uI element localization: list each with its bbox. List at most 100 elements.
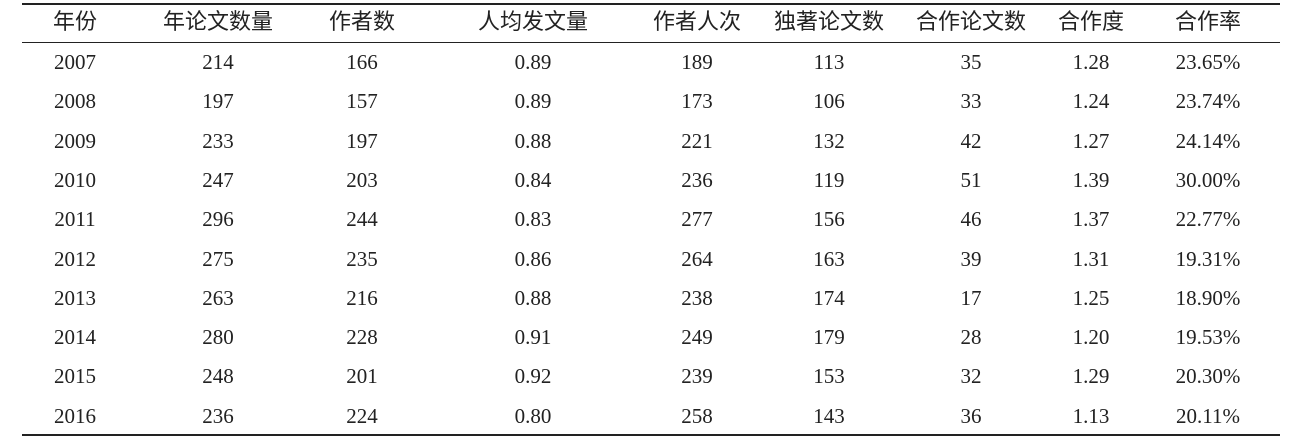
column-header: 合作度 bbox=[1057, 9, 1124, 34]
table-cell: 189 bbox=[681, 50, 713, 74]
table-cell: 24.14% bbox=[1175, 128, 1241, 153]
table-cell: 0.86 bbox=[514, 246, 552, 271]
table-cell: 239 bbox=[681, 364, 713, 389]
table-cell: 42 bbox=[960, 128, 982, 153]
table-cell: 296 bbox=[202, 207, 234, 232]
table-cell: 216 bbox=[346, 285, 378, 310]
table-cell: 2014 bbox=[54, 325, 96, 350]
table-cell: 258 bbox=[681, 403, 713, 428]
table-cell: 0.89 bbox=[514, 89, 552, 114]
table-cell: 0.89 bbox=[514, 50, 552, 74]
table-cell: 277 bbox=[681, 207, 713, 232]
table-cell: 173 bbox=[681, 89, 713, 114]
table-cell: 2012 bbox=[54, 246, 96, 271]
table-cell: 19.31% bbox=[1175, 246, 1241, 271]
table-cell: 46 bbox=[960, 207, 982, 232]
table-cell: 113 bbox=[813, 50, 845, 74]
table-cell: 248 bbox=[202, 364, 234, 389]
table-cell: 39 bbox=[960, 246, 982, 271]
table-cell: 2013 bbox=[54, 285, 96, 310]
table-cell: 17 bbox=[960, 285, 982, 310]
table-cell: 157 bbox=[346, 89, 378, 114]
table-cell: 203 bbox=[346, 167, 378, 192]
top-rule bbox=[22, 3, 1280, 5]
header-rule bbox=[22, 42, 1280, 43]
column-header: 独著论文数 bbox=[773, 9, 884, 34]
table-cell: 119 bbox=[813, 167, 845, 192]
table-cell: 1.29 bbox=[1072, 364, 1110, 389]
table-cell: 2016 bbox=[54, 403, 96, 428]
table-cell: 236 bbox=[202, 403, 234, 428]
table-cell: 2011 bbox=[54, 207, 96, 232]
column-header: 年论文数量 bbox=[162, 9, 273, 34]
table-cell: 197 bbox=[346, 128, 378, 153]
table-cell: 1.13 bbox=[1072, 403, 1110, 428]
table-cell: 221 bbox=[681, 128, 713, 153]
table-cell: 20.11% bbox=[1176, 403, 1240, 428]
table-cell: 0.92 bbox=[514, 364, 552, 389]
table-cell: 197 bbox=[202, 89, 234, 114]
column-header: 作者数 bbox=[328, 9, 395, 34]
table-cell: 35 bbox=[960, 50, 982, 74]
table-cell: 1.37 bbox=[1072, 207, 1110, 232]
table-cell: 33 bbox=[960, 89, 982, 114]
table-cell: 28 bbox=[960, 325, 982, 350]
table-cell: 132 bbox=[813, 128, 845, 153]
table-cell: 51 bbox=[960, 167, 982, 192]
table-cell: 22.77% bbox=[1175, 207, 1241, 232]
column-header: 人均发文量 bbox=[477, 9, 588, 34]
table-cell: 2008 bbox=[54, 89, 96, 114]
column-header: 作者人次 bbox=[652, 9, 741, 34]
table-cell: 1.28 bbox=[1072, 50, 1110, 74]
table-cell: 2015 bbox=[54, 364, 96, 389]
table-cell: 143 bbox=[813, 403, 845, 428]
table-cell: 235 bbox=[346, 246, 378, 271]
table-cell: 156 bbox=[813, 207, 845, 232]
column-header: 年份 bbox=[52, 9, 97, 34]
table-cell: 106 bbox=[813, 89, 845, 114]
table-cell: 0.80 bbox=[514, 403, 552, 428]
column-header: 合作率 bbox=[1174, 9, 1241, 34]
table-cell: 19.53% bbox=[1175, 325, 1241, 350]
table-cell: 224 bbox=[346, 403, 378, 428]
table-cell: 264 bbox=[681, 246, 713, 271]
table-cell: 36 bbox=[960, 403, 982, 428]
table-cell: 179 bbox=[813, 325, 845, 350]
table-cell: 1.24 bbox=[1072, 89, 1110, 114]
table-cell: 249 bbox=[681, 325, 713, 350]
table-cell: 32 bbox=[960, 364, 982, 389]
table-cell: 174 bbox=[813, 285, 845, 310]
table-cell: 244 bbox=[346, 207, 378, 232]
table-cell: 30.00% bbox=[1175, 167, 1241, 192]
table-cell: 238 bbox=[681, 285, 713, 310]
table-cell: 280 bbox=[202, 325, 234, 350]
table-cell: 0.88 bbox=[514, 285, 552, 310]
table-cell: 1.39 bbox=[1072, 167, 1110, 192]
table-cell: 2007 bbox=[54, 50, 96, 74]
table-cell: 0.84 bbox=[514, 167, 552, 192]
table-cell: 233 bbox=[202, 128, 234, 153]
table-cell: 166 bbox=[346, 50, 378, 74]
table-cell: 228 bbox=[346, 325, 378, 350]
table-cell: 2010 bbox=[54, 167, 96, 192]
table-cell: 1.27 bbox=[1072, 128, 1110, 153]
table-cell: 0.83 bbox=[514, 207, 552, 232]
table-cell: 20.30% bbox=[1175, 364, 1241, 389]
table-cell: 201 bbox=[346, 364, 378, 389]
table-cell: 18.90% bbox=[1175, 285, 1241, 310]
table-cell: 0.91 bbox=[514, 325, 552, 350]
table-cell: 2009 bbox=[54, 128, 96, 153]
table-cell: 23.74% bbox=[1175, 89, 1241, 114]
table-cell: 263 bbox=[202, 285, 234, 310]
column-header: 合作论文数 bbox=[915, 9, 1026, 34]
table-cell: 23.65% bbox=[1175, 50, 1241, 74]
table-cell: 247 bbox=[202, 167, 234, 192]
table-cell: 1.20 bbox=[1072, 325, 1110, 350]
bottom-rule bbox=[22, 434, 1280, 436]
table-cell: 236 bbox=[681, 167, 713, 192]
table-cell: 0.88 bbox=[514, 128, 552, 153]
table-cell: 1.31 bbox=[1072, 246, 1110, 271]
table-cell: 153 bbox=[813, 364, 845, 389]
table-cell: 275 bbox=[202, 246, 234, 271]
